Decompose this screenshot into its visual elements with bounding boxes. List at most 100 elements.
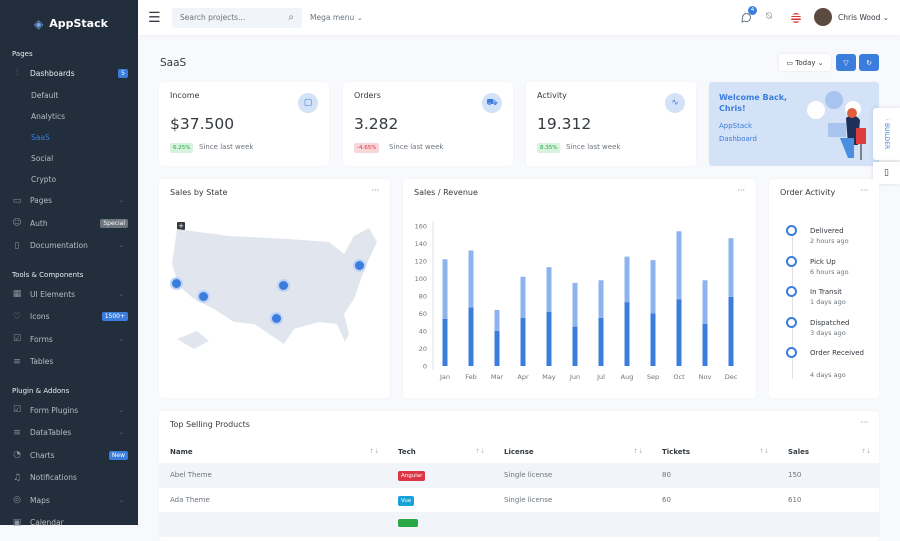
bell-off-icon[interactable]: ⍉: [766, 11, 772, 22]
timeline-time: 1 days ago: [810, 298, 846, 306]
circle-icon: [786, 347, 797, 358]
bar-oct-series-1: [676, 299, 682, 366]
hamburger-menu-icon[interactable]: ☰: [148, 9, 161, 26]
user-menu[interactable]: Chris Wood ⌄: [838, 13, 890, 22]
chevron-down-icon: ⌄: [118, 496, 124, 504]
timeline-status: Order Received: [810, 349, 864, 357]
timeline-status: Dispatched: [810, 318, 850, 327]
bar-dec-series-2: [728, 238, 734, 297]
x-tick-label: Oct: [673, 373, 685, 381]
map-marker[interactable]: [272, 314, 281, 323]
welcome-title: Welcome Back, Chris!: [719, 93, 788, 113]
column-header-tickets[interactable]: Tickets ↑↓: [662, 448, 769, 456]
refresh-button[interactable]: ↻: [859, 54, 879, 71]
x-tick-label: Aug: [621, 373, 634, 381]
zoom-in-button[interactable]: +: [177, 222, 185, 230]
table-row[interactable]: [159, 512, 879, 537]
y-tick-label: 20: [419, 345, 427, 353]
us-flag-icon[interactable]: [791, 13, 801, 23]
sidebar-item-dashboards[interactable]: ⫶ Dashboards 5: [0, 62, 138, 85]
messages-icon[interactable]: [741, 12, 752, 23]
table-row[interactable]: Abel Theme Angular Single license 80 150: [159, 463, 879, 488]
product-name: Abel Theme: [159, 463, 387, 488]
brand-logo[interactable]: ◈ AppStack: [34, 16, 108, 31]
bar-oct-series-2: [676, 231, 682, 300]
y-tick-label: 140: [415, 240, 427, 248]
sidebar-item-ui-elements[interactable]: ▦ UI Elements ⌄: [12, 289, 124, 300]
search-icon[interactable]: ⌕: [288, 12, 294, 23]
map-marker[interactable]: [172, 279, 181, 288]
sidebar-item-datatables[interactable]: ≡ DataTables ⌄: [13, 427, 124, 438]
sidebar-item-charts[interactable]: ◔ Charts New: [0, 444, 138, 467]
sidebar-sub-saas[interactable]: SaaS: [31, 132, 50, 142]
usa-map[interactable]: [169, 224, 384, 359]
bar-jul-series-2: [598, 280, 604, 318]
sidebar-item-tables[interactable]: ≡ Tables: [13, 356, 54, 367]
table-row[interactable]: Ada Theme Vue Single license 60 610: [159, 488, 879, 513]
stat-card-activity: Activity ∿ 19.312 8.35% Since last week: [526, 82, 696, 166]
map-marker[interactable]: [355, 261, 364, 270]
icons-badge: 1500+: [101, 312, 128, 322]
avatar[interactable]: [814, 8, 832, 26]
sidebar-item-notifications[interactable]: ♫ Notifications: [12, 472, 77, 483]
sidebar-item-auth[interactable]: ☺ Auth Special: [0, 212, 138, 235]
circle-icon: [786, 225, 797, 236]
x-tick-label: Jan: [439, 373, 450, 381]
check-square-icon: ☑: [12, 334, 22, 345]
more-options-icon[interactable]: ···: [737, 186, 745, 195]
x-tick-label: Apr: [517, 373, 529, 381]
bar-may-series-2: [546, 267, 552, 312]
calendar-icon: ▭: [786, 58, 794, 67]
license: Single license: [493, 463, 651, 488]
bar-apr-series-1: [520, 317, 526, 366]
builder-tab[interactable]: ⫶ BUILDER: [873, 108, 900, 160]
sidebar-item-form-plugins[interactable]: ☑ Form Plugins ⌄: [12, 405, 124, 416]
tickets: 80: [651, 463, 777, 488]
column-header-tech[interactable]: Tech ↑↓: [398, 448, 485, 456]
sidebar-item-documentation[interactable]: ▯ Documentation ⌄: [0, 235, 138, 258]
sales: 150: [777, 463, 879, 488]
bar-jul-series-1: [598, 317, 604, 366]
filter-button[interactable]: ▽: [836, 54, 856, 71]
tech-badge: Angular: [398, 471, 426, 482]
sidebar-sub-social[interactable]: Social: [31, 153, 54, 163]
sort-icon: ↑↓: [860, 448, 871, 455]
sidebar-item-maps[interactable]: ◎ Maps ⌄: [13, 495, 124, 506]
refresh-icon: ↻: [866, 58, 872, 67]
section-plugins: Plugin & Addons: [12, 387, 70, 395]
top-navbar: ☰ Search projects... ⌕ Mega menu ⌄ 4 ⍉ Ch…: [138, 0, 900, 35]
map-marker[interactable]: [199, 292, 208, 301]
sidebar-item-pages[interactable]: ▭ Pages ⌄: [12, 195, 124, 206]
sidebar-item-icons[interactable]: ♡ Icons 1500+: [0, 306, 138, 329]
chevron-down-icon: ⌄: [118, 290, 124, 298]
sort-icon: ↑↓: [758, 448, 769, 455]
map-marker[interactable]: [279, 281, 288, 290]
timeline-time: 4 days ago: [810, 371, 846, 379]
sidebar-item-forms[interactable]: ☑ Forms ⌄: [12, 334, 124, 345]
column-header-license[interactable]: License ↑↓: [504, 448, 643, 456]
date-filter-dropdown[interactable]: ▭ Today ⌄: [779, 54, 831, 71]
list-icon: ≡: [13, 427, 21, 438]
sidebar-sub-analytics[interactable]: Analytics: [31, 111, 66, 121]
bar-dec-series-1: [728, 296, 734, 366]
bar-jun-series-1: [572, 326, 578, 366]
bar-jan-series-1: [442, 318, 448, 366]
search-input[interactable]: Search projects... ⌕: [172, 7, 302, 28]
docs-tab[interactable]: ▯: [873, 162, 900, 184]
grid-icon: ▦: [12, 289, 22, 300]
sliders-icon: ⫶: [15, 68, 19, 79]
y-tick-label: 120: [415, 258, 427, 266]
timeline-time: 2 hours ago: [810, 237, 849, 245]
column-header-name[interactable]: Name ↑↓: [170, 448, 379, 456]
more-options-icon[interactable]: ···: [860, 418, 868, 427]
sidebar-sub-crypto[interactable]: Crypto: [31, 174, 57, 184]
more-options-icon[interactable]: ···: [860, 186, 868, 195]
sidebar-item-calendar[interactable]: ▣ Calendar: [12, 517, 64, 528]
y-tick-label: 40: [419, 328, 427, 336]
mega-menu-dropdown[interactable]: Mega menu ⌄: [310, 13, 363, 22]
more-options-icon[interactable]: ···: [371, 186, 379, 195]
sidebar-sub-default[interactable]: Default: [31, 90, 59, 100]
bar-nov-series-2: [702, 280, 708, 324]
column-header-sales[interactable]: Sales ↑↓: [788, 448, 871, 456]
sort-icon: ↑↓: [368, 448, 379, 455]
